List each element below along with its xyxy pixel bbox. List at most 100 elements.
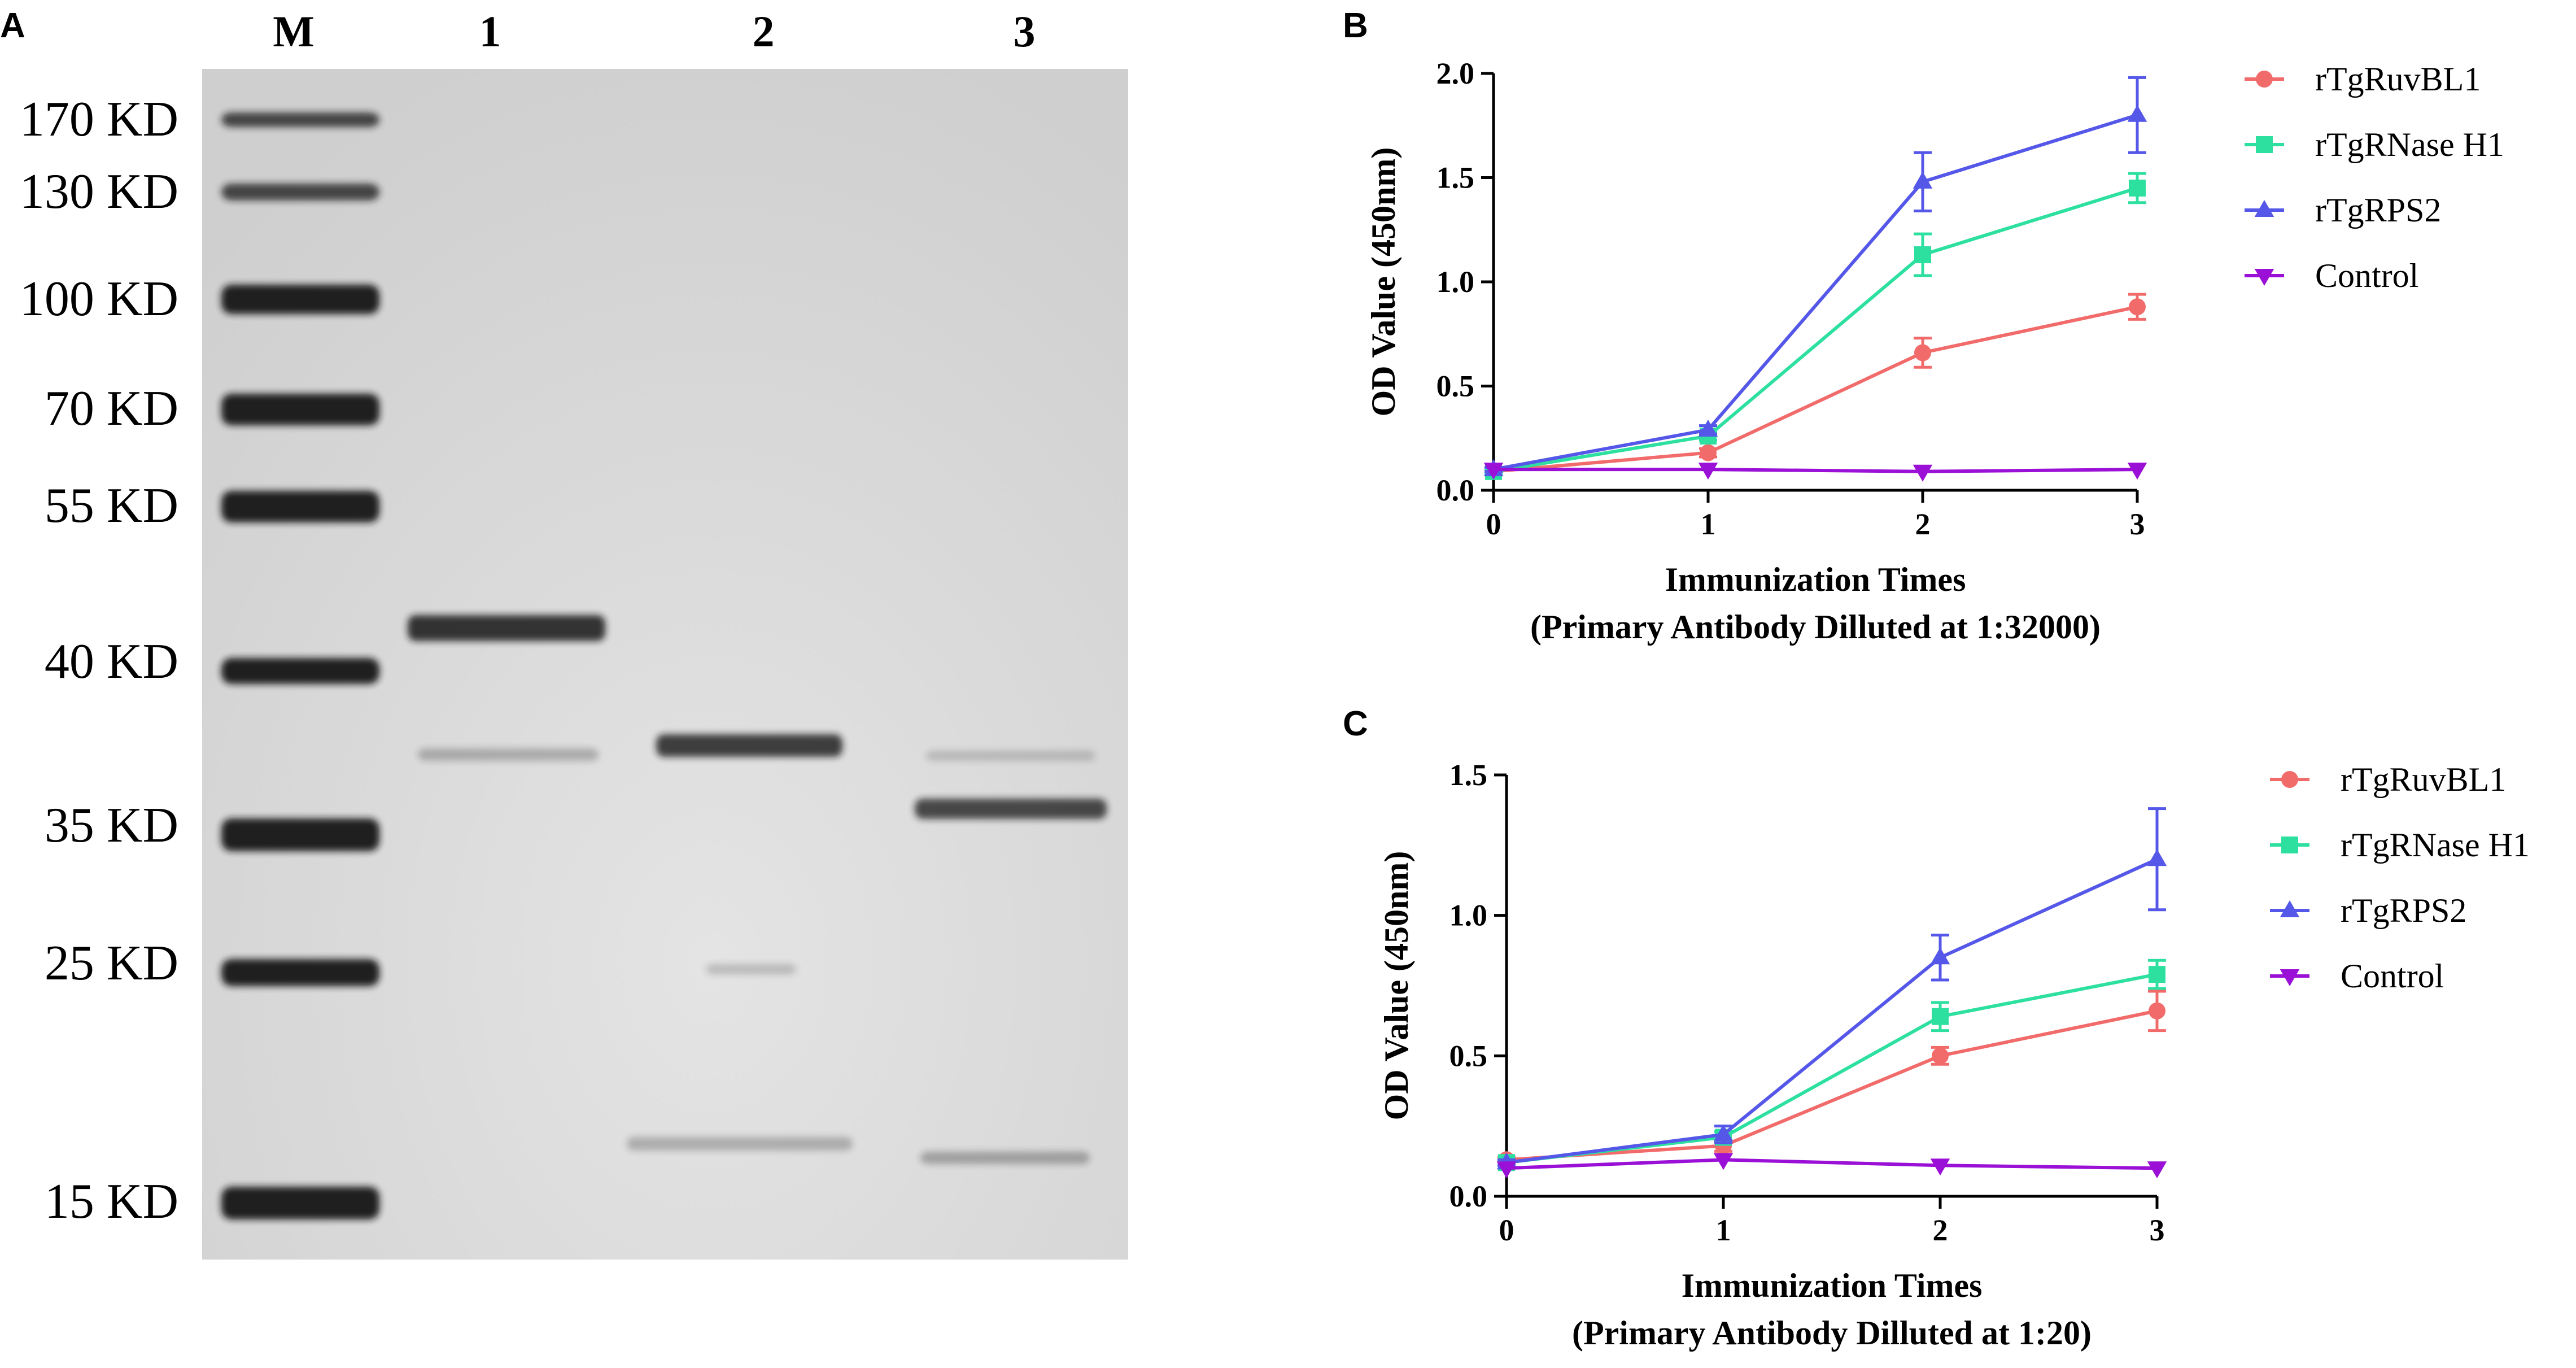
marker-band	[221, 818, 379, 851]
legend-label: rTgRNase H1	[2341, 826, 2530, 864]
data-point	[2129, 298, 2146, 316]
lane-label-marker: M	[273, 7, 315, 56]
data-point	[2149, 966, 2165, 983]
series-line	[1506, 973, 2158, 1165]
data-point	[1913, 464, 1933, 482]
y-tick-label: 1.0	[1437, 265, 1475, 299]
data-point	[1913, 171, 1933, 189]
x-axis-subtitle: (Primary Antibody Dilluted at 1:20)	[1572, 1314, 2092, 1352]
x-tick-label: 0	[1486, 507, 1501, 541]
legend-marker	[2280, 969, 2300, 986]
legend-label: rTgRPS2	[2315, 191, 2441, 229]
marker-label-25: 25 KD	[45, 936, 178, 991]
y-tick-label: 0.0	[1437, 473, 1475, 507]
marker-band	[221, 959, 379, 986]
sample-band	[915, 799, 1107, 819]
sample-band	[418, 748, 599, 761]
data-point	[2129, 179, 2146, 197]
marker-label-15: 15 KD	[45, 1174, 178, 1229]
y-tick-label: 1.5	[1449, 758, 1488, 792]
legend-marker	[2280, 900, 2300, 917]
sample-bands	[408, 615, 1107, 1164]
data-point	[1698, 463, 1718, 480]
legend: rTgRuvBL1 rTgRNase H1 rTgRPS2 Control	[2245, 60, 2504, 294]
data-point	[1698, 419, 1718, 437]
data-point	[1914, 246, 1931, 264]
marker-label-70: 70 KD	[45, 381, 178, 436]
marker-label-55: 55 KD	[45, 478, 178, 533]
data-point	[1483, 463, 1504, 480]
series-line	[1493, 186, 2138, 473]
sample-band	[408, 615, 605, 641]
legend-marker	[2256, 71, 2273, 88]
legend-item: rTgRPS2	[2245, 191, 2441, 229]
panel-letter-b: B	[1343, 6, 1368, 45]
data-point	[2127, 463, 2147, 480]
series-line	[1506, 1158, 2158, 1170]
y-tick-label: 2.0	[1437, 56, 1475, 90]
y-axis-title: OD Value (450nm)	[1365, 147, 1402, 417]
legend-label: rTgRuvBL1	[2341, 761, 2506, 798]
legend-label: rTgRuvBL1	[2315, 60, 2481, 98]
series-rtgruvbl1	[1497, 990, 2166, 1169]
legend-marker	[2254, 269, 2274, 286]
x-tick-label: 3	[2130, 507, 2145, 541]
data-point	[2147, 849, 2167, 866]
sample-band	[656, 734, 842, 757]
series-rtgrps2	[1483, 76, 2147, 477]
series-line	[1493, 305, 2138, 473]
series-line	[1506, 1009, 2158, 1162]
marker-label-35: 35 KD	[45, 798, 178, 853]
legend-label: Control	[2341, 957, 2444, 995]
series-control	[1496, 1153, 2167, 1179]
x-tick-label: 3	[2150, 1213, 2165, 1247]
lane-label-3: 3	[1014, 7, 1036, 56]
legend-label: rTgRNase H1	[2315, 126, 2504, 163]
y-tick-label: 0.5	[1449, 1039, 1488, 1073]
lane-label-1: 1	[479, 7, 501, 56]
data-point	[1713, 1124, 1734, 1142]
legend-marker	[2254, 200, 2274, 217]
y-tick-label: 0.0	[1449, 1179, 1488, 1213]
x-axis-title: Immunization Times	[1665, 561, 1966, 598]
x-tick-label: 0	[1499, 1213, 1514, 1247]
legend-item: Control	[2245, 257, 2418, 294]
x-tick-label: 1	[1701, 507, 1716, 541]
data-point	[2127, 104, 2147, 122]
y-axis-title: OD Value (450nm)	[1378, 851, 1415, 1121]
panel-b: B 0.0 0.5 1.0 1.5 2.0 0 1 2 3 Immunization Times (…	[1343, 6, 2504, 646]
y-tick-label: 1.0	[1449, 899, 1488, 933]
legend-label: rTgRPS2	[2341, 892, 2466, 929]
marker-band	[221, 285, 379, 314]
legend-item: rTgRPS2	[2270, 892, 2466, 929]
legend-marker	[2281, 771, 2298, 788]
series-line	[1494, 468, 2138, 473]
marker-label-40: 40 KD	[45, 634, 178, 689]
data-point	[1930, 947, 1950, 965]
panel-a: A M 1 2 3 170 KD 130 KD 100 KD 70 KD 55 …	[0, 6, 1128, 1260]
marker-label-100: 100 KD	[20, 272, 178, 326]
y-tick-label: 0.5	[1437, 369, 1475, 403]
panel-c: C 0.0 0.5 1.0 1.5 0 1 2 3 Immunization Times (Pri…	[1343, 704, 2530, 1352]
x-axis-subtitle: (Primary Antibody Dilluted at 1:32000)	[1530, 608, 2101, 646]
data-point	[1932, 1008, 1949, 1025]
series-rtgrnase-h1	[1497, 959, 2166, 1171]
marker-label-170: 170 KD	[20, 92, 178, 147]
legend-item: rTgRNase H1	[2270, 826, 2530, 864]
lane-label-2: 2	[753, 7, 775, 56]
marker-band	[221, 658, 379, 684]
data-point	[1700, 444, 1717, 461]
legend-item: rTgRuvBL1	[2270, 761, 2506, 798]
data-point	[2147, 1161, 2167, 1179]
marker-size-labels: 170 KD 130 KD 100 KD 70 KD 55 KD 40 KD 3…	[20, 92, 178, 1229]
lane-labels: M 1 2 3	[273, 7, 1035, 56]
legend-item: rTgRNase H1	[2245, 126, 2504, 163]
series-line	[1506, 857, 2158, 1165]
marker-band	[221, 112, 379, 127]
series-control	[1483, 463, 2147, 482]
x-tick-label: 2	[1933, 1213, 1948, 1247]
sample-band	[706, 964, 796, 974]
series-rtgrps2	[1496, 807, 2167, 1170]
marker-label-130: 130 KD	[20, 164, 178, 219]
